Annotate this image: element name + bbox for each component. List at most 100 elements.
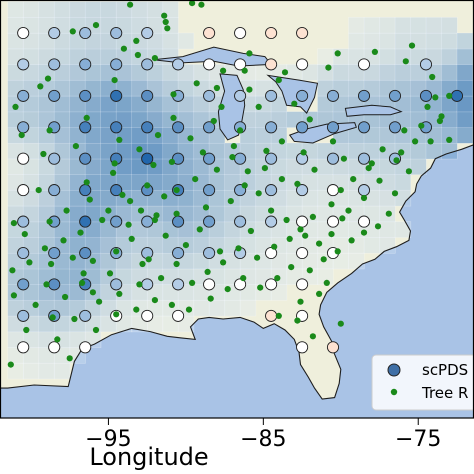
tree-ring-site-dot — [77, 229, 84, 236]
heat-cell — [22, 362, 40, 380]
heat-cell — [53, 1, 71, 18]
scpds-station-marker — [110, 121, 123, 134]
heat-cell — [379, 32, 396, 50]
tree-ring-site-dot — [281, 69, 289, 76]
tree-ring-site-dot — [379, 146, 386, 153]
tree-ring-site-dot — [275, 312, 282, 319]
tree-ring-site-dot — [116, 290, 123, 297]
tree-ring-site-dot — [240, 275, 247, 282]
scpds-station-marker — [141, 121, 154, 134]
tree-ring-site-dot — [173, 187, 180, 194]
tree-ring-site-dot — [105, 207, 112, 214]
tree-ring-site-dot — [134, 51, 141, 59]
tree-ring-site-dot — [10, 292, 17, 299]
tree-ring-site-dot — [360, 194, 368, 202]
scpds-station-marker — [79, 246, 92, 260]
tree-ring-site-dot — [360, 229, 368, 236]
tree-ring-site-dot — [63, 207, 70, 214]
scpds-station-marker — [141, 215, 154, 228]
tree-ring-site-dot — [391, 190, 399, 197]
scpds-station-marker — [172, 58, 185, 71]
tree-ring-site-dot — [127, 1, 134, 8]
tree-ring-site-dot — [49, 314, 56, 321]
heat-cell — [131, 1, 148, 18]
tree-ring-site-dot — [116, 136, 123, 143]
scpds-station-marker — [234, 89, 247, 102]
tree-ring-site-dot — [113, 248, 120, 255]
heat-cell — [363, 237, 381, 254]
tree-ring-site-dot — [23, 326, 30, 334]
heat-cell — [441, 64, 458, 81]
tree-ring-site-dot — [278, 176, 285, 183]
tree-ring-site-dot — [294, 317, 301, 324]
scpds-station-marker — [357, 89, 371, 102]
heat-cell — [224, 299, 241, 317]
tree-ring-site-dot — [286, 235, 293, 242]
tree-ring-site-dot — [294, 180, 301, 187]
scpds-station-marker — [357, 215, 371, 228]
tree-ring-site-dot — [365, 165, 372, 172]
tree-ring-site-dot — [173, 260, 180, 268]
tree-ring-site-dot — [12, 103, 19, 110]
scpds-station-marker — [17, 26, 30, 40]
tree-ring-site-dot — [133, 306, 140, 313]
tree-ring-site-dot — [189, 279, 196, 286]
scpds-station-marker — [265, 89, 278, 102]
tree-ring-site-dot — [111, 77, 118, 84]
scpds-station-marker — [296, 278, 309, 291]
tree-ring-site-dot — [198, 1, 205, 8]
tree-ring-site-dot — [337, 320, 344, 327]
tree-ring-site-dot — [202, 204, 210, 211]
tree-ring-site-dot — [161, 12, 168, 19]
tree-ring-site-dot — [154, 132, 162, 139]
scpds-station-marker — [265, 26, 278, 40]
tree-ring-site-dot — [246, 50, 253, 57]
tree-ring-site-dot — [139, 260, 146, 268]
heat-cell — [379, 64, 396, 81]
scpds-station-marker — [203, 121, 216, 134]
tree-ring-site-dot — [43, 281, 50, 288]
tree-ring-site-dot — [40, 150, 47, 158]
scpds-station-marker — [79, 26, 92, 40]
scpds-station-marker — [234, 215, 247, 228]
tree-ring-site-dot — [99, 216, 106, 224]
heat-cell — [394, 174, 412, 191]
heat-cell — [425, 32, 443, 50]
tree-ring-site-dot — [136, 281, 143, 288]
tree-ring-site-dot — [71, 315, 78, 323]
scpds-station-marker — [234, 278, 247, 291]
scpds-station-marker — [203, 184, 216, 197]
scpds-station-marker — [141, 89, 154, 102]
scpds-station-marker — [110, 89, 123, 102]
tree-ring-site-dot — [229, 154, 236, 161]
tree-ring-site-dot — [158, 275, 165, 282]
heat-cell — [84, 1, 102, 18]
tree-ring-site-dot — [246, 86, 253, 93]
heat-cell — [348, 252, 365, 270]
tree-ring-site-dot — [41, 245, 49, 252]
heat-cell — [456, 32, 474, 50]
tree-ring-site-dot — [237, 127, 244, 134]
tree-ring-site-dot — [32, 301, 39, 308]
tree-ring-site-dot — [271, 243, 278, 250]
tree-ring-site-dot — [199, 149, 206, 156]
tree-ring-site-dot — [227, 198, 234, 205]
tree-ring-site-dot — [300, 149, 307, 156]
scpds-station-marker — [141, 26, 154, 40]
scpds-station-marker — [296, 89, 309, 102]
scpds-station-marker — [172, 152, 185, 165]
scpds-station-marker — [357, 184, 371, 197]
heat-cell — [425, 16, 443, 34]
tree-ring-site-dot — [348, 237, 355, 244]
tree-ring-site-dot — [247, 227, 254, 235]
heat-cell — [146, 1, 164, 18]
tree-ring-site-dot — [10, 220, 17, 227]
tree-ring-site-dot — [316, 240, 323, 247]
tree-ring-site-dot — [405, 168, 412, 175]
tree-ring-site-dot — [96, 298, 103, 305]
scpds-station-marker — [110, 215, 123, 228]
tree-ring-site-dot — [110, 169, 117, 176]
tree-ring-site-dot — [136, 146, 143, 153]
scpds-station-marker — [234, 26, 247, 40]
tree-ring-site-dot — [66, 355, 73, 362]
